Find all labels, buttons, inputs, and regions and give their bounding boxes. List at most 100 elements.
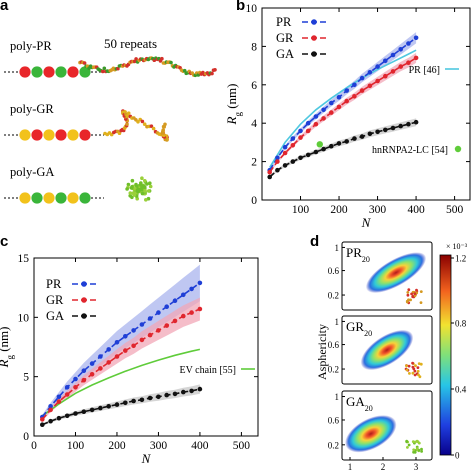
chain-bead xyxy=(145,182,149,186)
data-point xyxy=(139,397,145,403)
chain-bead xyxy=(143,179,147,183)
data-point xyxy=(181,313,186,319)
chain-bead xyxy=(130,195,134,200)
legend-marker xyxy=(311,19,317,25)
plot-frame xyxy=(33,257,259,437)
chain-bead xyxy=(140,191,145,196)
y-tick-label: 10 xyxy=(18,312,30,324)
data-point xyxy=(106,347,111,352)
x-tick-label: 1 xyxy=(348,462,353,472)
legend-label: PR xyxy=(276,15,292,29)
y-axis-label: Rg (nm) xyxy=(224,84,243,126)
chain-bead xyxy=(143,189,147,193)
y-tick-label: 8 xyxy=(251,41,257,53)
chain-bead xyxy=(409,298,412,302)
chain-bead xyxy=(406,446,409,449)
chain-bead xyxy=(149,124,154,128)
data-point xyxy=(131,328,136,333)
data-point xyxy=(352,94,357,99)
chain-bead xyxy=(417,362,421,365)
data-point xyxy=(56,394,62,400)
chain-bead xyxy=(161,128,165,132)
x-tick-label: 0 xyxy=(31,440,37,452)
data-point xyxy=(189,286,194,292)
data-point xyxy=(336,95,342,100)
x-tick-label: 400 xyxy=(191,440,209,452)
chain-bead xyxy=(407,288,411,292)
data-point xyxy=(172,318,178,324)
reference-line xyxy=(269,49,417,168)
y-tick-label: 1 xyxy=(335,392,340,402)
chain-bead xyxy=(413,369,417,373)
data-point xyxy=(390,52,396,58)
data-point xyxy=(40,417,45,422)
data-point xyxy=(313,149,319,155)
chain-bead xyxy=(213,68,217,72)
data-point xyxy=(156,310,161,315)
data-point xyxy=(352,82,357,88)
band-gr xyxy=(269,52,417,174)
data-point xyxy=(197,280,203,286)
data-point xyxy=(98,405,103,411)
y-tick-label: 6 xyxy=(251,80,257,92)
row-label-poly-pr: poly-PR xyxy=(10,39,52,53)
data-point xyxy=(106,360,111,365)
data-point xyxy=(305,128,311,134)
reference-label: PR [46] xyxy=(409,65,440,76)
x-axis-label: N xyxy=(141,451,152,466)
y-tick-label: 0 xyxy=(23,431,29,443)
data-point xyxy=(147,395,153,401)
bead xyxy=(67,192,79,204)
chain-bead xyxy=(169,60,173,65)
chain-bead xyxy=(407,443,411,447)
chain-bead xyxy=(407,298,410,302)
data-point xyxy=(73,385,78,390)
chain-bead xyxy=(148,181,152,185)
colorbar xyxy=(439,254,452,456)
y-tick-label: 0.2 xyxy=(328,291,339,301)
data-point xyxy=(282,144,288,150)
x-tick-label: 500 xyxy=(233,440,251,452)
legend-label: GR xyxy=(46,293,64,307)
data-point xyxy=(81,377,87,383)
y-axis-label: Rg (nm) xyxy=(0,327,15,369)
y-axis-label: Asphericity xyxy=(315,324,329,380)
data-point xyxy=(298,135,303,140)
data-point xyxy=(123,400,128,406)
row-label-poly-gr: poly-GR xyxy=(10,102,54,116)
x-tick-label: 400 xyxy=(407,204,425,216)
data-point xyxy=(81,409,87,415)
data-point xyxy=(147,332,153,338)
data-point xyxy=(305,152,311,158)
data-point xyxy=(359,134,365,139)
data-point xyxy=(321,116,326,121)
data-point xyxy=(189,310,194,315)
bead xyxy=(31,66,43,78)
data-point xyxy=(64,385,70,390)
chain-bead xyxy=(417,373,420,377)
data-point xyxy=(344,98,350,104)
data-point xyxy=(147,316,153,321)
data-point xyxy=(106,404,111,409)
data-point xyxy=(352,136,357,141)
chain-bead xyxy=(102,66,107,71)
y-tick-label: 5 xyxy=(23,372,29,384)
data-point xyxy=(375,78,380,84)
y-tick-label: 0 xyxy=(251,195,257,207)
data-point xyxy=(172,298,178,304)
chain-bead xyxy=(413,373,417,377)
data-point xyxy=(131,343,136,349)
data-point xyxy=(406,121,411,127)
chain-bead xyxy=(125,187,129,191)
data-point xyxy=(139,322,145,327)
plot-b: 100 200 300 400 500 0 2 4 6 8 10 N Rg (nm) PR GR GA PR [… xyxy=(224,3,471,230)
data-point xyxy=(321,146,326,152)
reference-point xyxy=(316,141,323,148)
data-point xyxy=(383,127,388,133)
chain-bead xyxy=(143,185,147,189)
data-point xyxy=(329,110,334,115)
legend-label: GA xyxy=(276,47,294,61)
colorbar-tick-label: 0.4 xyxy=(455,385,467,395)
bead-chains xyxy=(4,66,104,204)
x-tick-label: 100 xyxy=(292,204,310,216)
